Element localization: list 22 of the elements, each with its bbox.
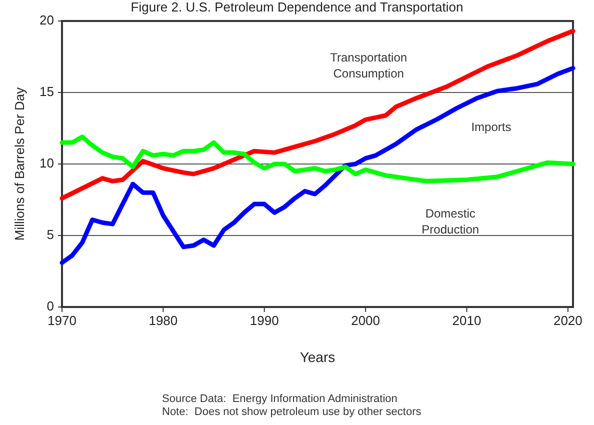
x-tick-label: 2000 bbox=[351, 313, 380, 328]
y-axis-title: Millions of Barrels Per Day bbox=[12, 86, 27, 241]
line-series bbox=[60, 66, 576, 265]
y-tick-label: 20 bbox=[40, 12, 54, 28]
y-tick-label: 10 bbox=[40, 155, 54, 170]
line-series bbox=[60, 28, 576, 201]
y-tick-label: 15 bbox=[40, 84, 54, 99]
x-tick-label: 1990 bbox=[250, 313, 279, 328]
series-label: Imports bbox=[471, 120, 512, 134]
series-label: Transportation Consumption bbox=[330, 50, 408, 80]
x-axis-title: Years bbox=[300, 349, 336, 365]
y-tick-label: 0 bbox=[46, 298, 54, 314]
x-tick-label: 2020 bbox=[553, 313, 582, 328]
x-tick-label: 1980 bbox=[148, 313, 178, 328]
source-note: Source Data: Energy Information Administration bbox=[162, 393, 398, 405]
line-series bbox=[60, 134, 576, 184]
x-tick-label: 1970 bbox=[48, 313, 76, 328]
chart-title: Figure 2. U.S. Petroleum Dependence and Transportation bbox=[130, 0, 464, 15]
x-tick-label: 2010 bbox=[452, 313, 482, 328]
text: Note: Does not show petroleum use by other sectors bbox=[162, 406, 422, 418]
y-tick-label: 5 bbox=[46, 226, 54, 242]
text: Domestic Production bbox=[422, 206, 480, 237]
